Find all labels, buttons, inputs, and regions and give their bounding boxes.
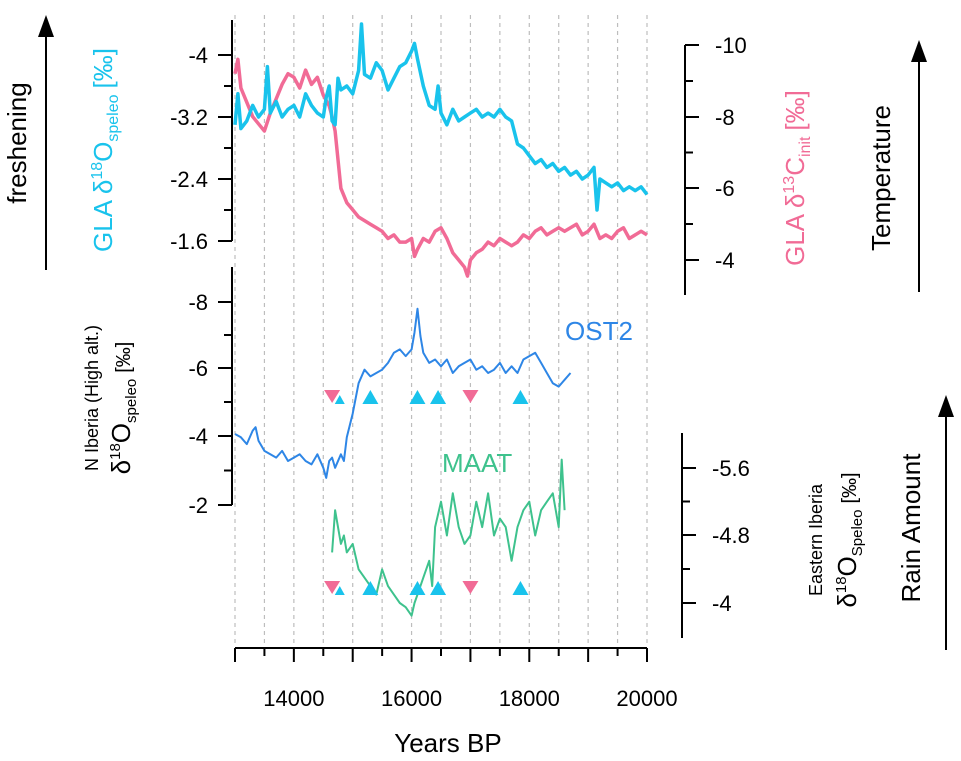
cyan-up-marker-small [334,586,345,595]
series-ost2 [234,307,572,479]
cyan-up-marker [409,390,426,404]
pink-down-marker [324,390,341,403]
maat-label: MAAT [442,448,512,478]
cyan-up-marker [512,581,529,595]
gla-d13c-axis-title: GLA δ13Cinit[‰] [780,90,814,266]
freshening-arrow: freshening [2,15,54,270]
left-tick-label: -3.2 [170,105,208,130]
left-tick-label: -1.6 [170,229,208,254]
left-tick-label: -4 [188,424,208,449]
left-tick-label: -2 [188,493,208,518]
rain-amount-arrow: Rain Amount [896,395,954,650]
pink-down-marker [462,581,479,594]
series-gla-13c-init [233,57,648,278]
rain-amount-label: Rain Amount [896,453,926,603]
left-tick-label: -4 [188,43,208,68]
cyan-up-marker [409,581,426,595]
gla-d18o-axis-title: GLA δ18Ospeleo[‰] [88,48,122,252]
series-maat [331,458,566,617]
cyan-up-marker [362,390,379,404]
cyan-up-marker [430,390,447,404]
series-gla-18o-speleo [233,22,649,212]
right-tick-label: -6 [715,176,735,201]
right-tick-label: -4.8 [712,523,750,548]
pink-down-marker [462,390,479,403]
cyan-up-marker [362,581,379,595]
vertical-grid [234,15,648,645]
left-tick-label: -8 [188,290,208,315]
temperature-label: Temperature [866,105,896,251]
ost2-label: OST2 [565,316,633,346]
cyan-up-marker [512,390,529,404]
x-axis-title: Years BP [394,728,501,758]
x-tick-label: 16000 [381,686,442,711]
cyan-up-marker-small [334,395,345,404]
eastern-iberia-axis-title-line2: δ18OSpeleo[‰] [832,472,866,607]
right-tick-label: -8 [715,105,735,130]
series-layer [233,22,649,617]
axis-layer: 14000 16000 18000 20000 -4 -3.2 -2.4 -1.6 -10 -8 -… [170,20,750,711]
right-tick-label: -10 [715,33,747,58]
eastern-iberia-axis-title-line1: Eastern Iberia [806,483,826,596]
right-tick-label: -4 [715,248,735,273]
right-tick-label: -5.6 [712,456,750,481]
cyan-up-marker [430,581,447,595]
pink-down-marker [324,581,341,594]
right-tick-label: -4 [712,591,732,616]
marker-layer [324,390,529,595]
left-tick-label: -6 [188,356,208,381]
left-tick-label: -2.4 [170,167,208,192]
x-tick-label: 20000 [616,686,677,711]
temperature-arrow: Temperature [866,40,927,292]
x-tick-label: 14000 [263,686,324,711]
x-tick-label: 18000 [499,686,560,711]
n-iberia-axis-title-line2: δ18Ospeleo[‰] [106,342,140,475]
n-iberia-axis-title-line1: N Iberia (High alt.) [82,325,102,471]
freshening-label: freshening [2,82,32,203]
